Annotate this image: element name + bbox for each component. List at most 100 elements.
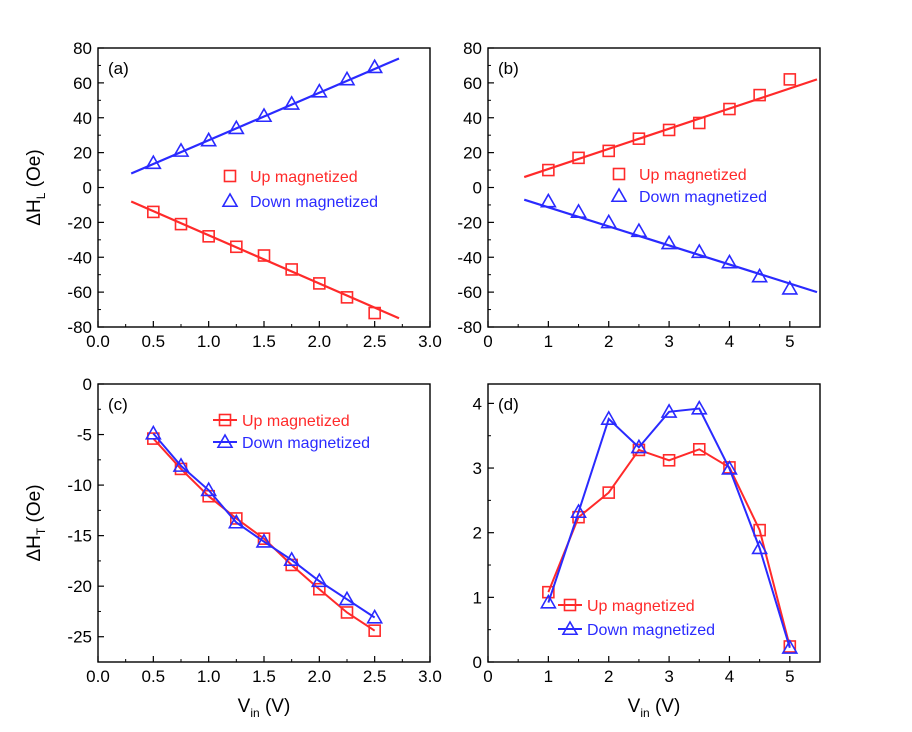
x-tick-label: 1	[544, 332, 553, 351]
x-tick-label: 0.5	[142, 667, 166, 686]
data-point	[753, 523, 766, 537]
legend-entry: Down magnetized	[213, 433, 370, 452]
data-point	[338, 590, 356, 606]
data-point	[313, 277, 326, 290]
legend-label: Down magnetized	[250, 194, 378, 211]
data-point	[368, 306, 381, 320]
data-point	[283, 95, 301, 110]
data-point	[227, 513, 245, 529]
legend-marker	[218, 413, 232, 427]
fit-line	[523, 78, 818, 179]
data-point	[692, 442, 706, 456]
x-tick-label: 0	[483, 332, 492, 351]
data-point	[570, 503, 587, 519]
x-tick-label: 2.5	[363, 332, 387, 351]
data-point	[721, 460, 738, 475]
data-point	[172, 457, 190, 472]
legend-marker	[223, 169, 237, 183]
panel-c: 0.0 0.5 1.0 1.5 2.0 2.5 3.0 -25 -20 -15 -10 -5 0 (c) Δ…	[24, 375, 442, 720]
x-tick-label: 3	[664, 332, 673, 351]
x-tick-label: 2.0	[308, 667, 332, 686]
x-tick-label: 2	[604, 332, 613, 351]
data-point	[539, 593, 557, 609]
data-point	[340, 291, 354, 304]
plot-frame	[487, 47, 821, 328]
data-point	[144, 154, 162, 170]
series-up-magnetized	[523, 73, 818, 179]
y-tick-label: -5	[77, 426, 92, 445]
legend-label: Up magnetized	[639, 167, 747, 184]
x-tick-label: 3.0	[418, 667, 442, 686]
data-point	[200, 131, 218, 147]
legend-marker	[610, 187, 628, 203]
panel-d: 0 1 2 3 4 5 0 1 2 3 4 (d) Vin (V) Up magnetized Down m…	[473, 383, 821, 720]
data-point	[144, 424, 162, 440]
legend-label: Down magnetized	[639, 189, 767, 206]
series-down-magnetized	[144, 424, 384, 624]
data-point	[200, 481, 218, 497]
y-tick-label: -10	[67, 476, 92, 495]
x-tick-label: 2	[604, 667, 613, 686]
series-line	[547, 407, 791, 649]
x-tick-label: 0.0	[86, 332, 110, 351]
x-tick-label: 0.0	[86, 667, 110, 686]
data-point	[602, 144, 616, 158]
data-point	[255, 533, 273, 548]
data-point	[690, 399, 708, 415]
x-tick-label: 1	[544, 667, 553, 686]
y-tick-label: -60	[457, 283, 482, 302]
y-tick-label: 1	[473, 588, 482, 607]
panel-label: (a)	[108, 59, 129, 78]
data-point	[366, 608, 384, 624]
plot-frame	[487, 383, 821, 663]
data-point	[630, 222, 648, 238]
x-tick-label: 4	[725, 667, 734, 686]
series-down-magnetized	[130, 57, 400, 175]
y-tick-label: -40	[457, 248, 482, 267]
legend-marker	[561, 620, 579, 636]
legend-marker	[563, 598, 577, 612]
y-tick-label: 20	[463, 144, 482, 163]
y-tick-label: 20	[73, 144, 92, 163]
panel-b: 0 1 2 3 4 5 -80 -60 -40 -20 0 20 40 60 80 (b) Up magneti…	[457, 39, 821, 351]
legend-marker	[612, 167, 626, 181]
data-point	[753, 88, 766, 102]
panel-a: 0.0 0.5 1.0 1.5 2.0 2.5 3.0 -80 -60 -40 -20 0 20 40 60…	[24, 39, 442, 351]
panel-label: (b)	[498, 59, 519, 78]
y-tick-label: 80	[463, 39, 482, 58]
y-tick-label: -20	[67, 577, 92, 596]
series-line	[152, 437, 376, 632]
data-point	[721, 253, 738, 269]
y-tick-label: -60	[67, 283, 92, 302]
data-point	[662, 123, 676, 137]
data-point	[230, 512, 243, 525]
data-point	[630, 438, 648, 454]
data-point	[227, 119, 245, 135]
y-tick-label: 0	[83, 179, 92, 198]
panel-label: (d)	[498, 395, 519, 414]
data-point	[690, 243, 708, 259]
data-point	[723, 102, 736, 116]
legend-entry: Down magnetized	[221, 192, 378, 211]
legend-entry: Down magnetized	[610, 187, 767, 206]
fit-line	[130, 200, 400, 320]
x-tick-label: 1.0	[197, 667, 221, 686]
series-down-magnetized	[523, 192, 818, 295]
y-tick-label: -25	[67, 628, 92, 647]
plot-frame	[97, 47, 431, 328]
x-tick-label: 3	[664, 667, 673, 686]
data-point	[632, 132, 646, 145]
data-point	[781, 280, 799, 295]
y-tick-label: 2	[473, 524, 482, 543]
y-tick-label: 0	[83, 375, 92, 394]
x-axis-title: Vin (V)	[628, 696, 681, 720]
data-point	[660, 403, 678, 418]
x-tick-label: 5	[785, 332, 794, 351]
y-tick-label: 0	[473, 179, 482, 198]
data-point	[783, 73, 797, 86]
x-tick-label: 0	[483, 667, 492, 686]
x-tick-label: 2.5	[363, 667, 387, 686]
data-point	[283, 551, 301, 566]
x-tick-label: 2.0	[308, 332, 332, 351]
